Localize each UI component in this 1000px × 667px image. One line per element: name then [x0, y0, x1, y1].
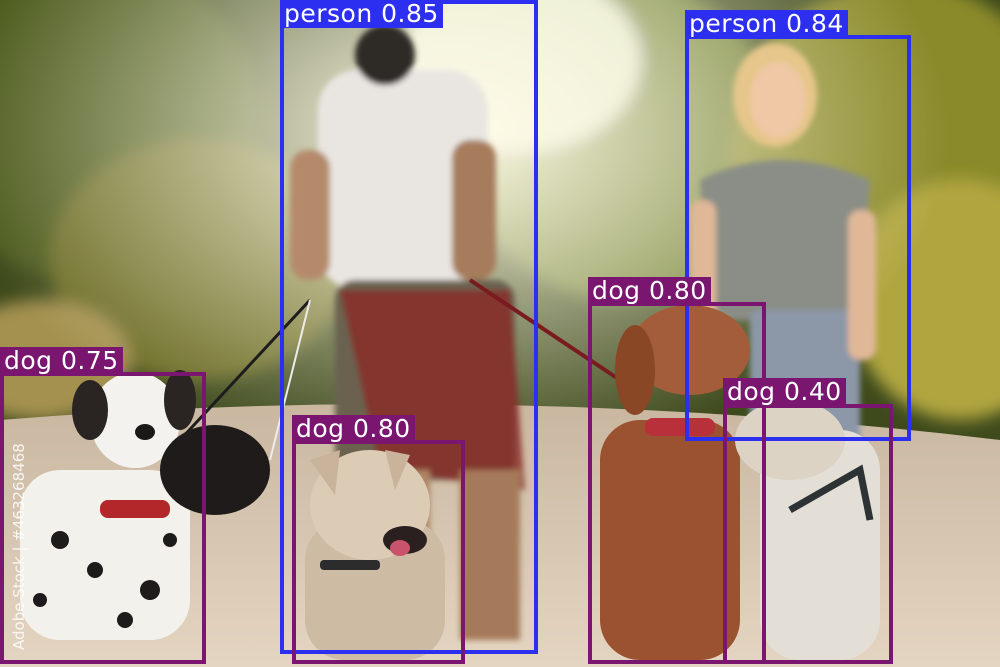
detection-class: dog: [296, 414, 345, 443]
detection-score: 0.80: [649, 276, 707, 305]
detection-score: 0.40: [784, 377, 842, 406]
detection-label-dog-setter: dog 0.40: [723, 378, 846, 406]
detection-label-dog-husky: dog 0.80: [292, 415, 415, 443]
detection-score: 0.80: [353, 414, 411, 443]
detection-box-dog-dalmatian: [0, 372, 206, 664]
detection-class: person: [284, 0, 373, 28]
detection-label-person-1: person 0.85: [280, 0, 443, 28]
detection-label-person-2: person 0.84: [685, 10, 848, 38]
detection-box-dog-husky: [292, 440, 465, 664]
detection-score: 0.84: [786, 9, 844, 38]
detection-class: person: [689, 9, 778, 38]
detection-score: 0.75: [61, 346, 119, 375]
detection-class: dog: [4, 346, 53, 375]
detection-label-dog-vizsla: dog 0.80: [588, 277, 711, 305]
detection-label-dog-dalmatian: dog 0.75: [0, 347, 123, 375]
detection-class: dog: [592, 276, 641, 305]
detection-box-dog-setter: [723, 404, 893, 664]
detection-class: dog: [727, 377, 776, 406]
detection-score: 0.85: [381, 0, 439, 28]
